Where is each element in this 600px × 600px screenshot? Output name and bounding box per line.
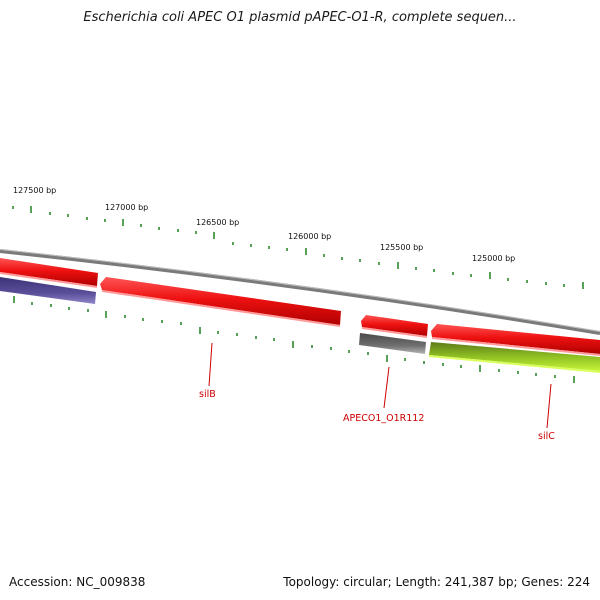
coordinate-label-126000: 126000 bp bbox=[288, 232, 331, 241]
reverse-gene-APECO1_O1R112[interactable] bbox=[359, 333, 426, 354]
coordinate-label-126500: 126500 bp bbox=[196, 218, 239, 227]
reverse-gene-blue[interactable] bbox=[0, 277, 96, 304]
gene-label-silB[interactable]: silB bbox=[199, 389, 216, 400]
sequence-summary-text: Topology: circular; Length: 241,387 bp; … bbox=[283, 575, 590, 589]
coordinate-label-127500: 127500 bp bbox=[13, 186, 56, 195]
coordinate-label-127000: 127000 bp bbox=[105, 203, 148, 212]
APECO1_O1R112-leader-line bbox=[383, 366, 390, 409]
accession-text: Accession: NC_009838 bbox=[9, 575, 146, 589]
silC-leader-line bbox=[546, 383, 552, 429]
coordinate-label-125500: 125500 bp bbox=[380, 243, 423, 252]
gene-label-APECO1_O1R112[interactable]: APECO1_O1R112 bbox=[343, 413, 424, 424]
forward-gene-mid[interactable] bbox=[361, 315, 428, 336]
inner-scale-ticks bbox=[13, 296, 575, 383]
plasmid-backbone bbox=[0, 249, 600, 335]
gene-label-silC[interactable]: silC bbox=[538, 431, 555, 442]
forward-gene-left[interactable] bbox=[0, 258, 98, 286]
reverse-gene-silC[interactable] bbox=[429, 342, 600, 371]
forward-gene-silB-region[interactable] bbox=[100, 277, 341, 325]
coordinate-label-125000: 125000 bp bbox=[472, 254, 515, 263]
map-title: Escherichia coli APEC O1 plasmid pAPEC-O… bbox=[83, 10, 517, 25]
forward-gene-right[interactable] bbox=[431, 324, 600, 354]
outer-scale-ticks bbox=[12, 206, 584, 289]
silB-leader-line bbox=[208, 342, 213, 387]
